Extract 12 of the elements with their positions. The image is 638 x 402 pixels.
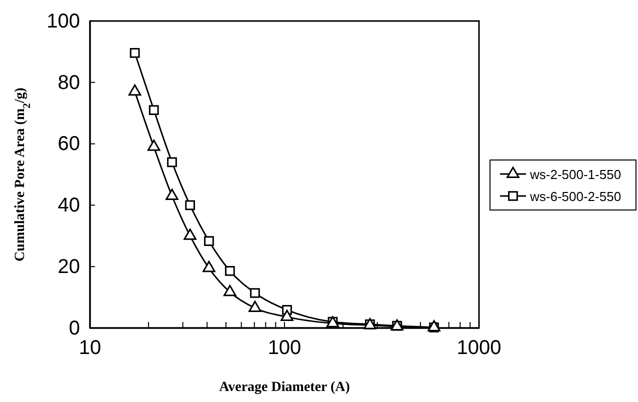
x-tick-label: 10 [78,337,102,360]
y-tick-label: 80 [58,72,80,94]
legend-label: ws-6-500-2-550 [529,189,622,204]
y-tick-label: 20 [58,256,80,278]
legend-label: ws-2-500-1-550 [529,167,622,182]
x-tick-label: 1000 [456,337,502,360]
y-tick-label: 60 [58,133,80,156]
x-tick-label: 100 [268,337,302,360]
y-tick-label: 0 [68,317,80,340]
y-tick-label: 40 [58,194,80,217]
x-axis-title: Average Diameter (A) [219,380,350,395]
y-tick-label: 100 [46,10,80,32]
